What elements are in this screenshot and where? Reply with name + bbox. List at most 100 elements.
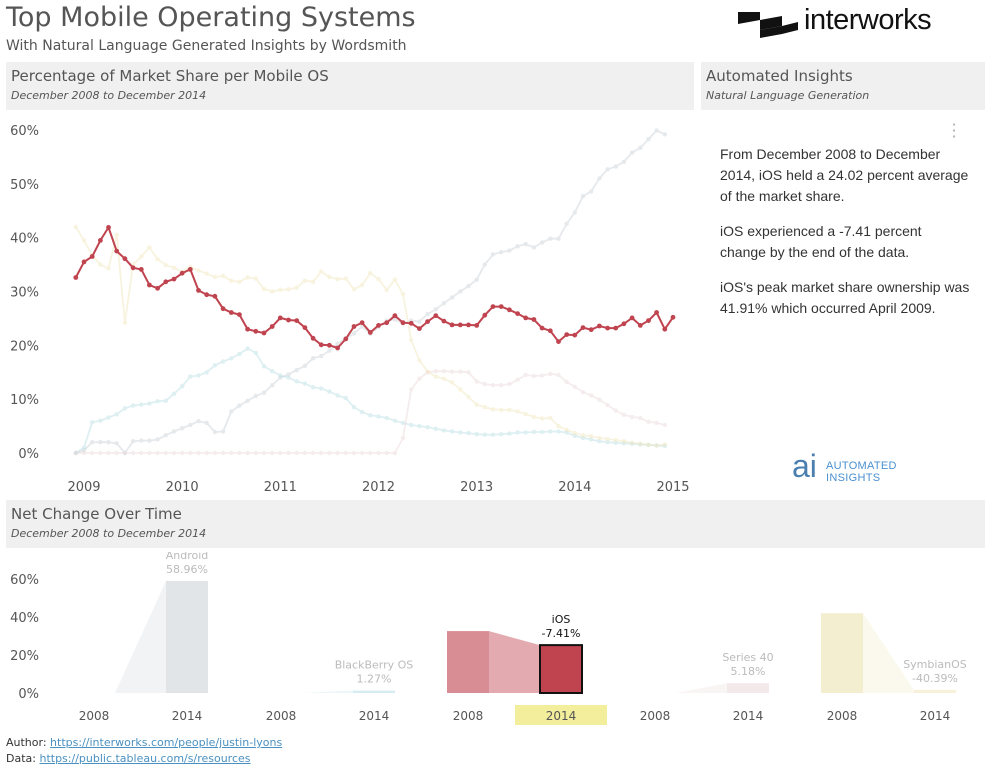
data-point <box>409 387 414 392</box>
data-point <box>319 386 324 391</box>
data-point <box>351 450 357 456</box>
data-point <box>89 254 95 259</box>
data-point <box>81 259 87 265</box>
interworks-logo[interactable]: interworks <box>738 4 948 44</box>
data-point <box>114 232 119 238</box>
data-point <box>327 389 332 394</box>
data-point <box>572 433 577 438</box>
data-point <box>515 244 520 249</box>
data-point <box>368 413 373 418</box>
bar-x-tick-label: 2008 <box>640 709 671 723</box>
data-point <box>597 435 602 441</box>
data-point <box>441 318 447 324</box>
x-tick-label: 2012 <box>362 480 395 495</box>
data-point <box>564 221 569 226</box>
data-point <box>482 312 488 318</box>
data-point <box>286 317 291 323</box>
data-point <box>572 332 578 338</box>
data-point <box>662 443 667 449</box>
selected-category-highlight <box>515 705 607 725</box>
data-point <box>498 304 504 309</box>
data-point <box>261 390 267 395</box>
y-tick-label: 0% <box>18 447 39 462</box>
data-point <box>629 414 635 420</box>
data-point <box>261 330 267 336</box>
data-point <box>278 450 283 456</box>
data-point <box>343 395 348 401</box>
series-line-android <box>75 129 666 455</box>
data-point <box>638 441 643 446</box>
data-point <box>122 406 128 411</box>
data-point <box>163 450 168 456</box>
data-point <box>253 450 258 456</box>
interworks-logo-text: interworks <box>804 4 932 36</box>
data-point <box>212 450 218 456</box>
data-point <box>490 383 496 388</box>
data-point <box>654 443 659 448</box>
data-point <box>310 356 316 361</box>
data-point <box>220 429 226 434</box>
data-point <box>196 268 201 273</box>
automated-insights-logo[interactable]: ai AUTOMATED INSIGHTS <box>792 448 902 488</box>
data-point <box>139 402 144 407</box>
data-point <box>580 194 586 199</box>
data-point <box>507 248 512 253</box>
data-point <box>106 225 111 230</box>
data-point <box>220 359 226 364</box>
data-point <box>449 380 455 385</box>
x-tick-label: 2011 <box>264 480 297 495</box>
data-point <box>392 317 398 322</box>
data-point <box>188 374 193 379</box>
data-point <box>106 415 111 420</box>
data-point <box>433 369 438 374</box>
series-android <box>73 128 667 456</box>
data-point <box>376 414 381 419</box>
data-point <box>662 442 667 447</box>
market-share-line-chart[interactable]: 0% 10% 20% 30% 40% 50% 60% 2009 2010 2011 2012 2013… <box>0 112 700 498</box>
data-point <box>474 432 479 437</box>
footer-author: Author: https://interworks.com/people/ju… <box>6 736 282 749</box>
bar-change-label: 1.27% <box>357 673 392 686</box>
data-point <box>171 265 177 270</box>
data-point <box>302 450 308 456</box>
data-point <box>204 370 209 375</box>
data-point <box>278 287 283 293</box>
bar-series-name: BlackBerry OS <box>335 659 414 672</box>
bar-change-label: -40.39% <box>912 672 958 685</box>
data-point <box>433 374 438 379</box>
data-point <box>139 438 144 443</box>
data-point <box>286 287 291 292</box>
data-point <box>531 414 537 420</box>
data-point <box>589 393 594 398</box>
x-tick-label: 2010 <box>166 480 199 495</box>
data-point <box>482 432 487 437</box>
data-point <box>73 224 79 230</box>
author-link[interactable]: https://interworks.com/people/justin-lyo… <box>50 736 283 749</box>
data-point <box>499 407 504 413</box>
data-point <box>539 373 545 378</box>
ai-logo-text: AUTOMATED INSIGHTS <box>826 460 897 484</box>
data-point <box>589 189 594 194</box>
data-point <box>270 369 275 374</box>
data-point <box>662 422 667 428</box>
data-point <box>155 437 160 442</box>
data-point <box>155 257 160 262</box>
data-point <box>531 373 537 379</box>
data-point <box>367 330 373 335</box>
data-point <box>646 442 651 448</box>
data-point <box>638 145 643 150</box>
data-point <box>539 416 545 421</box>
more-options-icon[interactable]: · · · <box>951 115 957 146</box>
data-point <box>392 277 398 282</box>
data-point <box>114 248 120 254</box>
data-point <box>547 328 553 334</box>
data-point <box>318 342 324 348</box>
data-point <box>564 332 570 337</box>
bar-2014-series40 <box>727 683 769 693</box>
data-point <box>425 311 430 317</box>
data-point <box>408 320 414 326</box>
data-source-link[interactable]: https://public.tableau.com/s/resources <box>39 752 251 765</box>
y-tick-label: 20% <box>10 339 39 354</box>
data-point <box>220 273 226 279</box>
